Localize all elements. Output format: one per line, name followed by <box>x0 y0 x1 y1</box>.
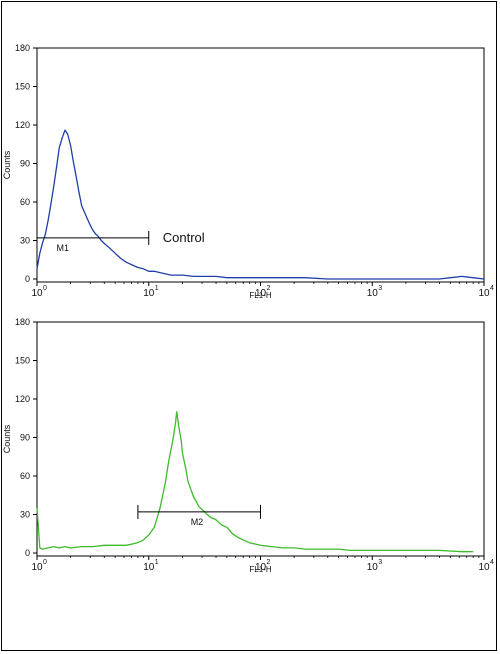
y-tick-label: 30 <box>20 510 30 520</box>
y-tick-label: 60 <box>20 197 30 207</box>
x-tick-exponent: 0 <box>43 285 47 292</box>
y-tick-label: 150 <box>15 356 30 366</box>
y-tick-label: 180 <box>15 317 30 327</box>
y-axis-label: Counts <box>2 424 12 453</box>
histogram-series-line <box>36 411 474 553</box>
gate-label: M2 <box>191 517 204 527</box>
y-tick-label: 90 <box>20 159 30 169</box>
x-tick-label: 10 <box>478 288 490 299</box>
x-tick-label: 10 <box>478 562 490 573</box>
x-tick-exponent: 2 <box>267 559 271 566</box>
y-tick-label: 120 <box>15 120 30 130</box>
x-tick-label: 10 <box>31 562 43 573</box>
x-tick-exponent: 0 <box>43 559 47 566</box>
y-tick-label: 150 <box>15 82 30 92</box>
y-tick-label: 90 <box>20 433 30 443</box>
x-tick-label: 10 <box>367 288 379 299</box>
x-tick-exponent: 3 <box>378 559 382 566</box>
x-tick-label: 10 <box>367 562 379 573</box>
plot-area <box>36 47 485 283</box>
y-tick-label: 180 <box>15 43 30 53</box>
histogram-series-line <box>36 129 485 280</box>
x-tick-exponent: 4 <box>490 285 494 292</box>
x-axis-label: FL1-H <box>249 291 271 300</box>
x-tick-exponent: 2 <box>267 285 271 292</box>
y-tick-label: 0 <box>25 548 30 558</box>
x-tick-exponent: 4 <box>490 559 494 566</box>
x-tick-label: 10 <box>31 288 43 299</box>
x-tick-exponent: 1 <box>155 559 159 566</box>
y-tick-label: 0 <box>25 274 30 284</box>
x-tick-label: 10 <box>255 288 267 299</box>
control-annotation: Control <box>163 230 205 245</box>
y-axis-label: Counts <box>2 150 12 179</box>
plot-area <box>36 321 485 557</box>
x-tick-label: 10 <box>143 562 155 573</box>
y-tick-label: 60 <box>20 471 30 481</box>
y-tick-label: 120 <box>15 394 30 404</box>
y-tick-label: 30 <box>20 236 30 246</box>
x-tick-exponent: 3 <box>378 285 382 292</box>
x-tick-label: 10 <box>143 288 155 299</box>
x-tick-label: 10 <box>255 562 267 573</box>
gate-label: M1 <box>56 243 69 253</box>
x-axis-label: FL1-H <box>249 565 271 574</box>
x-tick-exponent: 1 <box>155 285 159 292</box>
